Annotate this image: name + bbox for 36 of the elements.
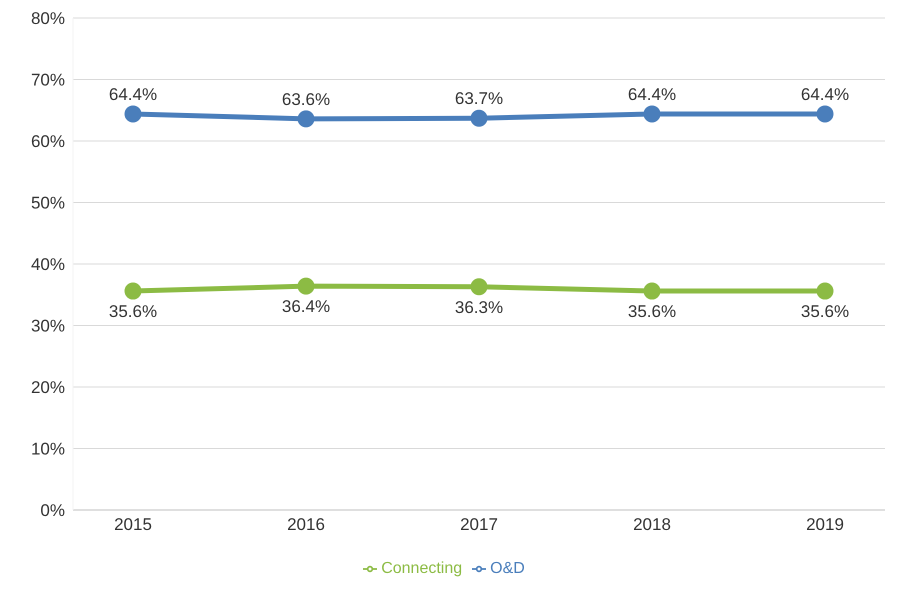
legend-label: O&D xyxy=(490,560,525,577)
data-label: 35.6% xyxy=(108,302,158,322)
x-tick-label: 2017 xyxy=(460,515,498,534)
y-tick-label: 60% xyxy=(30,132,65,152)
y-tick-label: 30% xyxy=(30,316,65,336)
data-label: 36.4% xyxy=(282,297,330,316)
x-tick-label: 2015 xyxy=(114,515,152,534)
y-tick-label: 0% xyxy=(40,501,65,520)
y-tick-label: 20% xyxy=(30,378,65,398)
y-tick-label: 70% xyxy=(30,70,65,90)
data-label: 63.6% xyxy=(282,90,330,109)
y-tick-label: 80% xyxy=(30,9,65,28)
point xyxy=(298,110,314,128)
data-label: 64.4% xyxy=(108,84,158,104)
x-tick-label: 2018 xyxy=(633,515,671,534)
point xyxy=(298,278,314,295)
x-tick-label: 2019 xyxy=(806,515,844,534)
data-label: 64.4% xyxy=(800,84,850,104)
data-label: 63.7% xyxy=(454,89,504,108)
data-label: 35.6% xyxy=(628,302,676,322)
point xyxy=(816,105,834,122)
data-label: 35.6% xyxy=(800,302,850,322)
x-tick-label: 2016 xyxy=(287,515,325,534)
point xyxy=(124,282,142,300)
y-tick-label: 40% xyxy=(30,255,65,274)
y-tick-label: 50% xyxy=(30,194,65,213)
y-tick-label: 10% xyxy=(30,440,65,459)
point xyxy=(470,110,488,127)
point xyxy=(644,282,660,300)
data-label: 64.4% xyxy=(628,84,676,104)
point xyxy=(816,282,834,300)
legend-label: Connecting xyxy=(381,560,462,577)
data-label: 36.3% xyxy=(454,298,504,317)
point xyxy=(470,278,488,296)
point xyxy=(644,105,660,122)
point xyxy=(124,105,142,122)
